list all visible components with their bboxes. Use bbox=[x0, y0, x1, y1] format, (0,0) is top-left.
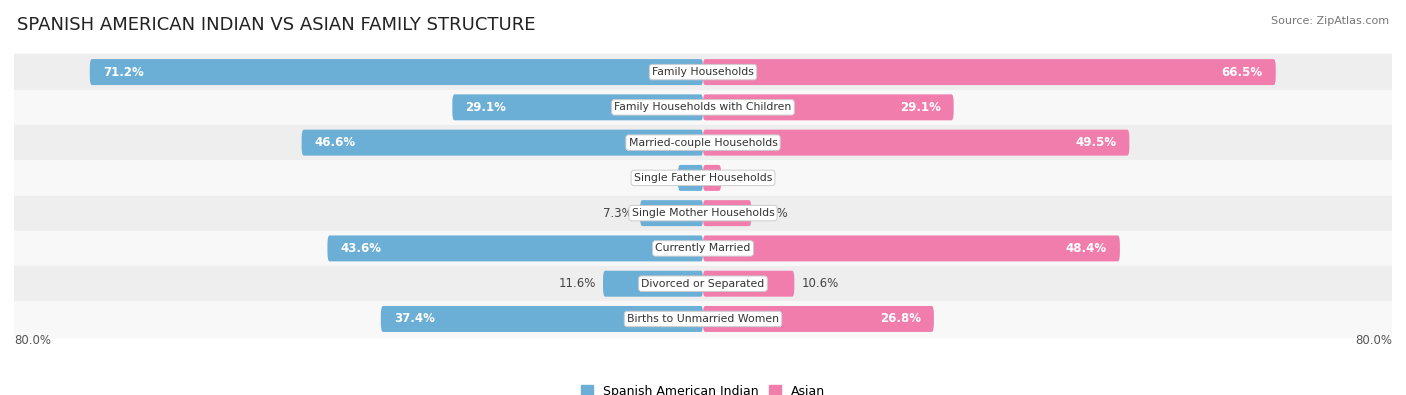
FancyBboxPatch shape bbox=[703, 130, 1129, 156]
FancyBboxPatch shape bbox=[703, 59, 1275, 85]
FancyBboxPatch shape bbox=[453, 94, 703, 120]
Text: 46.6%: 46.6% bbox=[315, 136, 356, 149]
Text: 80.0%: 80.0% bbox=[1355, 334, 1392, 347]
FancyBboxPatch shape bbox=[90, 59, 703, 85]
Text: SPANISH AMERICAN INDIAN VS ASIAN FAMILY STRUCTURE: SPANISH AMERICAN INDIAN VS ASIAN FAMILY … bbox=[17, 16, 536, 34]
Text: 2.1%: 2.1% bbox=[728, 171, 758, 184]
Text: 5.6%: 5.6% bbox=[758, 207, 787, 220]
FancyBboxPatch shape bbox=[703, 165, 721, 191]
Bar bbox=[14, 231, 1392, 266]
Text: Family Households: Family Households bbox=[652, 67, 754, 77]
FancyBboxPatch shape bbox=[703, 94, 953, 120]
Text: 71.2%: 71.2% bbox=[103, 66, 143, 79]
Text: 66.5%: 66.5% bbox=[1222, 66, 1263, 79]
Text: 10.6%: 10.6% bbox=[801, 277, 838, 290]
FancyBboxPatch shape bbox=[640, 200, 703, 226]
Text: Family Households with Children: Family Households with Children bbox=[614, 102, 792, 112]
FancyBboxPatch shape bbox=[328, 235, 703, 261]
Bar bbox=[14, 266, 1392, 301]
FancyBboxPatch shape bbox=[703, 235, 1119, 261]
Text: 26.8%: 26.8% bbox=[880, 312, 921, 325]
FancyBboxPatch shape bbox=[302, 130, 703, 156]
Text: 43.6%: 43.6% bbox=[340, 242, 381, 255]
Bar bbox=[14, 125, 1392, 160]
Text: Single Mother Households: Single Mother Households bbox=[631, 208, 775, 218]
Text: Married-couple Households: Married-couple Households bbox=[628, 137, 778, 148]
FancyBboxPatch shape bbox=[703, 306, 934, 332]
FancyBboxPatch shape bbox=[703, 200, 751, 226]
Bar bbox=[14, 160, 1392, 196]
Text: 11.6%: 11.6% bbox=[558, 277, 596, 290]
Text: 29.1%: 29.1% bbox=[465, 101, 506, 114]
Text: Currently Married: Currently Married bbox=[655, 243, 751, 254]
FancyBboxPatch shape bbox=[703, 271, 794, 297]
Text: 7.3%: 7.3% bbox=[603, 207, 633, 220]
Bar bbox=[14, 55, 1392, 90]
Text: 80.0%: 80.0% bbox=[14, 334, 51, 347]
Text: 48.4%: 48.4% bbox=[1066, 242, 1107, 255]
Bar bbox=[14, 301, 1392, 337]
Text: 49.5%: 49.5% bbox=[1076, 136, 1116, 149]
FancyBboxPatch shape bbox=[381, 306, 703, 332]
Legend: Spanish American Indian, Asian: Spanish American Indian, Asian bbox=[575, 380, 831, 395]
Text: Single Father Households: Single Father Households bbox=[634, 173, 772, 183]
Bar bbox=[14, 90, 1392, 125]
FancyBboxPatch shape bbox=[603, 271, 703, 297]
Text: 37.4%: 37.4% bbox=[394, 312, 434, 325]
Text: 2.9%: 2.9% bbox=[641, 171, 671, 184]
FancyBboxPatch shape bbox=[678, 165, 703, 191]
Text: 29.1%: 29.1% bbox=[900, 101, 941, 114]
Text: Births to Unmarried Women: Births to Unmarried Women bbox=[627, 314, 779, 324]
Bar bbox=[14, 196, 1392, 231]
Text: Source: ZipAtlas.com: Source: ZipAtlas.com bbox=[1271, 16, 1389, 26]
Text: Divorced or Separated: Divorced or Separated bbox=[641, 279, 765, 289]
